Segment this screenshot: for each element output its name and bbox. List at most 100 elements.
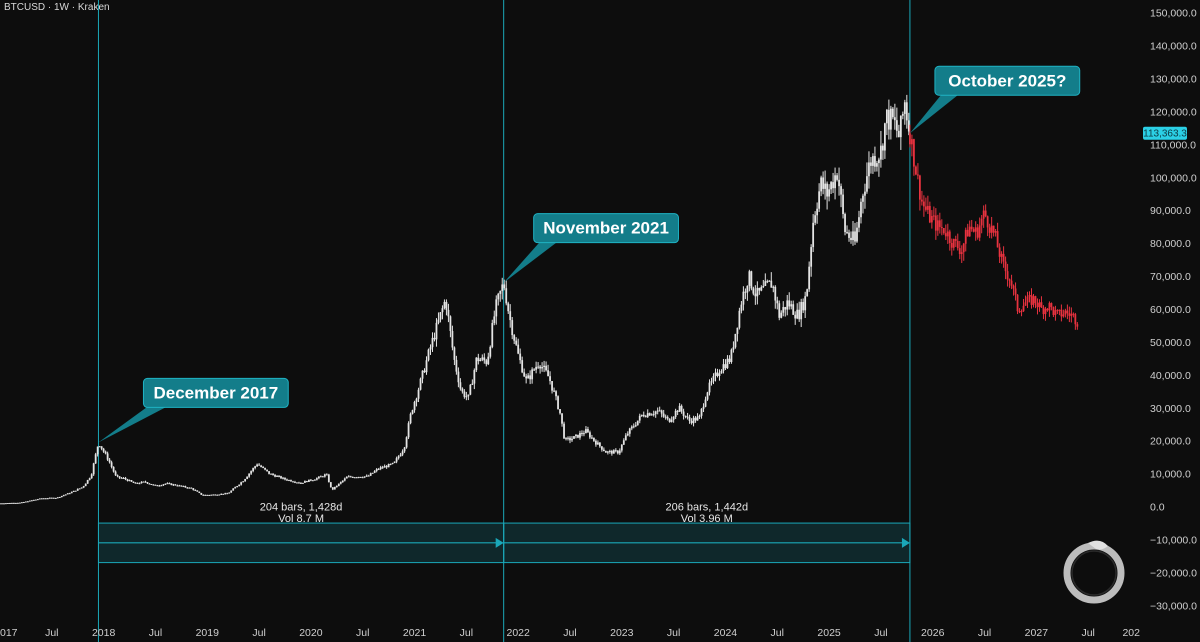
range-vol-label-2: Vol 3.96 M — [681, 513, 733, 525]
candle-body-0-223 — [443, 301, 446, 309]
candle-body-0-103 — [204, 494, 207, 496]
candle-body-0-345 — [686, 416, 689, 418]
candle-body-0-383 — [762, 286, 765, 288]
candle-body-0-146 — [290, 480, 292, 482]
candle-body-0-381 — [758, 287, 761, 291]
candle-body-0-122 — [242, 481, 245, 483]
candle-body-0-403 — [802, 302, 805, 311]
candle-body-0-411 — [818, 191, 821, 209]
time-tick-3: Jul — [149, 627, 162, 639]
candle-body-0-165 — [327, 474, 330, 483]
candle-body-0-14 — [27, 501, 29, 503]
candle-body-0-431 — [858, 217, 860, 228]
candle-body-1-75 — [1058, 309, 1061, 311]
candle-body-0-390 — [776, 300, 779, 304]
candle-body-0-287 — [571, 438, 573, 441]
candle-body-0-48 — [94, 454, 97, 464]
candle-body-0-174 — [345, 476, 348, 479]
candle-body-0-55 — [108, 459, 111, 463]
candle-body-1-46 — [1000, 253, 1003, 257]
price-tick-16: −10,000.0 — [1150, 535, 1197, 547]
candle-body-0-0 — [0, 503, 1, 505]
candle-body-1-16 — [940, 226, 943, 228]
candle-body-0-149 — [296, 482, 298, 484]
candle-body-0-385 — [766, 281, 769, 283]
candle-body-0-173 — [343, 478, 346, 481]
price-tick-8: 70,000.0 — [1150, 271, 1191, 283]
candle-body-1-81 — [1070, 313, 1073, 316]
time-tick-1: Jul — [45, 627, 58, 639]
candle-body-0-118 — [234, 487, 237, 489]
candle-body-0-217 — [431, 337, 434, 348]
candle-body-0-267 — [531, 369, 534, 380]
callout-label-3: October 2025? — [948, 71, 1066, 90]
candle-body-1-66 — [1040, 302, 1043, 308]
candle-body-0-15 — [28, 500, 31, 502]
candle-body-1-2 — [913, 139, 915, 167]
candle-body-0-102 — [202, 494, 205, 496]
candle-body-0-54 — [106, 453, 109, 460]
candle-body-0-222 — [441, 308, 444, 313]
candle-body-0-341 — [678, 405, 681, 412]
candle-body-1-70 — [1048, 303, 1051, 311]
candle-body-0-401 — [798, 309, 801, 320]
time-tick-11: Jul — [563, 627, 576, 639]
candle-body-0-453 — [901, 113, 904, 116]
candle-body-1-6 — [920, 199, 923, 202]
candle-body-0-225 — [447, 309, 450, 317]
candle-body-0-317 — [630, 426, 633, 429]
candle-body-0-352 — [700, 408, 703, 416]
candle-body-0-245 — [487, 356, 490, 365]
candle-body-0-143 — [284, 477, 286, 480]
candle-body-0-387 — [770, 280, 773, 288]
candle-body-0-308 — [612, 450, 615, 454]
callout-box-2 — [533, 213, 679, 244]
candle-body-0-448 — [891, 108, 894, 118]
candle-body-0-344 — [684, 415, 687, 417]
candle-body-0-405 — [806, 289, 809, 297]
candle-body-0-214 — [425, 360, 428, 373]
price-tick-3: 120,000.0 — [1150, 106, 1197, 118]
candle-body-1-45 — [998, 247, 1001, 257]
candle-body-0-264 — [525, 376, 528, 379]
candle-body-0-73 — [144, 481, 147, 483]
candle-body-0-327 — [650, 414, 653, 416]
candle-body-0-195 — [387, 464, 390, 468]
candle-body-0-302 — [600, 446, 603, 450]
candle-body-1-38 — [984, 210, 987, 217]
candle-body-0-338 — [672, 416, 675, 420]
candle-body-0-16 — [30, 500, 33, 502]
candle-body-0-112 — [222, 493, 225, 495]
candle-body-0-56 — [110, 462, 113, 467]
candle-body-0-182 — [361, 477, 364, 479]
candle-body-0-343 — [682, 411, 685, 416]
time-tick-0: 017 — [0, 627, 18, 639]
candle-body-1-27 — [962, 243, 965, 253]
candle-body-0-298 — [593, 437, 595, 441]
candle-body-0-10 — [19, 502, 21, 504]
candle-body-0-105 — [208, 494, 211, 496]
candle-body-0-95 — [188, 487, 191, 489]
candle-body-1-61 — [1030, 295, 1033, 305]
ouroboros-head — [1088, 540, 1108, 550]
candle-body-0-19 — [36, 499, 39, 501]
candle-body-0-50 — [98, 446, 101, 448]
candle-body-0-111 — [220, 493, 223, 495]
candle-body-0-123 — [244, 479, 247, 482]
candle-body-0-373 — [742, 291, 745, 305]
candle-body-0-428 — [852, 231, 854, 241]
candle-body-0-284 — [565, 438, 567, 440]
candle-body-0-12 — [23, 501, 25, 503]
candle-body-0-69 — [136, 482, 139, 484]
candle-body-0-166 — [329, 482, 332, 488]
candle-body-0-297 — [591, 437, 593, 439]
candle-body-0-360 — [716, 372, 719, 376]
candle-body-0-402 — [800, 302, 803, 320]
time-tick-8: 2021 — [403, 627, 427, 639]
candle-body-0-134 — [266, 469, 268, 472]
candle-body-0-58 — [114, 471, 117, 476]
candle-body-0-309 — [614, 450, 617, 452]
candle-body-0-189 — [375, 469, 378, 472]
candle-body-0-172 — [341, 480, 344, 483]
